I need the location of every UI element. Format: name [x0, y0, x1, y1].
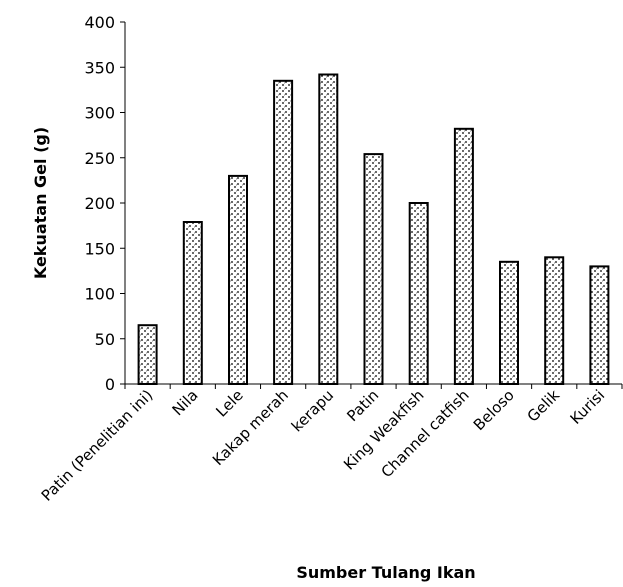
y-tick-label: 50 — [95, 330, 115, 349]
y-axis-title: Kekuatan Gel (g) — [31, 127, 50, 279]
y-tick-label: 150 — [84, 239, 115, 258]
y-axis: 0 50 100 150 200 250 300 350 400 — [84, 13, 126, 394]
bars — [137, 73, 610, 386]
y-tick-label: 250 — [84, 149, 115, 168]
bar — [228, 174, 248, 385]
x-category-label: King Weakfish — [340, 386, 427, 473]
x-category-label: Lele — [212, 386, 246, 420]
y-tick-label: 100 — [84, 285, 115, 304]
bar — [363, 153, 384, 385]
y-tick-label: 0 — [105, 375, 115, 394]
x-category-label: Patin — [343, 386, 382, 425]
y-tick-label: 200 — [84, 194, 115, 213]
x-category-label: kerapu — [288, 386, 337, 435]
x-category-label: Gelik — [524, 386, 564, 426]
bar — [453, 127, 474, 385]
y-tick-label: 350 — [84, 58, 115, 77]
x-category-label: Beloso — [470, 386, 518, 434]
bar — [318, 73, 339, 385]
y-tick-label: 400 — [84, 13, 115, 32]
bar — [408, 202, 429, 385]
x-category-label: Nila — [169, 386, 202, 419]
y-tick-label: 300 — [84, 104, 115, 123]
x-category-label: Kurisi — [567, 386, 609, 428]
bar — [499, 260, 519, 385]
bar — [137, 324, 158, 386]
bar — [589, 265, 610, 385]
x-category-label: Patin (Penelitian ini) — [38, 386, 157, 505]
bar — [182, 221, 203, 385]
x-axis-title: Sumber Tulang Ikan — [296, 563, 475, 582]
bar — [544, 256, 565, 385]
bar — [273, 79, 294, 386]
